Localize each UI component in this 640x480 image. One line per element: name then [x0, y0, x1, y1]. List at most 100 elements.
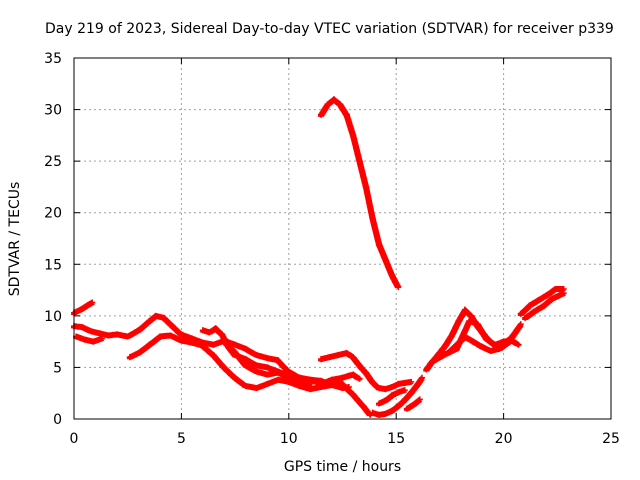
data-point [221, 338, 228, 345]
series-track-p [522, 290, 567, 321]
data-point [318, 356, 325, 363]
series-track-k [403, 396, 423, 412]
data-point [363, 369, 370, 376]
y-tick-label: 20 [44, 206, 62, 222]
x-tick-label: 10 [280, 431, 298, 447]
data-point [449, 331, 456, 338]
data-point [275, 369, 282, 376]
data-point [470, 338, 477, 345]
data-point [401, 387, 408, 394]
y-tick-label: 5 [53, 360, 62, 376]
data-point [522, 314, 529, 321]
data-point [556, 292, 563, 299]
data-point [221, 364, 228, 371]
data-point [356, 158, 363, 165]
data-point [161, 314, 168, 321]
data-point [466, 318, 473, 325]
data-point [492, 341, 499, 348]
series-track-h [318, 349, 415, 393]
x-tick-label: 25 [602, 431, 620, 447]
data-point [242, 362, 249, 369]
data-point [264, 364, 271, 371]
data-point [350, 132, 357, 139]
grid-lines [74, 58, 611, 419]
data-point [515, 341, 522, 348]
data-point [253, 352, 260, 359]
data-point [382, 410, 389, 417]
data-point [453, 345, 460, 352]
data-point [77, 306, 84, 313]
data-point [376, 385, 383, 392]
data-points [71, 96, 567, 418]
data-point [455, 318, 462, 325]
x-tick-label: 0 [70, 431, 79, 447]
y-tick-label: 0 [53, 412, 62, 428]
data-point [96, 330, 103, 337]
data-point [79, 324, 86, 331]
data-point [468, 312, 475, 319]
data-point [285, 374, 292, 381]
series-track [517, 286, 566, 317]
data-point [169, 323, 176, 330]
x-tick-label: 20 [495, 431, 513, 447]
data-point [189, 339, 196, 346]
series-track-j [376, 387, 408, 407]
data-point [552, 286, 559, 293]
data-point [253, 362, 260, 369]
chart-title: Day 219 of 2023, Sidereal Day-to-day VTE… [45, 21, 614, 37]
data-point [210, 352, 217, 359]
data-point [343, 349, 350, 356]
data-point [410, 401, 417, 408]
data-point [330, 96, 337, 103]
data-point [369, 214, 376, 221]
data-point [275, 357, 282, 364]
y-axis-label: SDTVAR / TECUs [7, 182, 23, 297]
y-tick-label: 10 [44, 309, 62, 325]
data-point [253, 385, 260, 392]
data-point [423, 366, 430, 373]
data-point [376, 400, 383, 407]
data-point [526, 302, 533, 309]
data-point [199, 342, 206, 349]
data-point [376, 411, 383, 418]
data-point [89, 299, 96, 306]
data-point [363, 183, 370, 190]
data-point [440, 352, 447, 359]
y-tick-label: 35 [44, 51, 62, 67]
data-point [335, 352, 342, 359]
data-point [388, 384, 395, 391]
data-point [483, 335, 490, 342]
data-point [388, 392, 395, 399]
data-point [509, 337, 516, 344]
data-point [98, 335, 105, 342]
data-point [513, 327, 520, 334]
data-point [83, 302, 90, 309]
y-tick-label: 30 [44, 103, 62, 119]
data-point [401, 379, 408, 386]
data-point [560, 290, 567, 297]
data-point [105, 332, 112, 339]
data-point [408, 389, 415, 396]
data-point [232, 341, 239, 348]
data-point [496, 345, 503, 352]
data-point [414, 380, 421, 387]
series-track-f [221, 338, 314, 387]
data-point [534, 297, 541, 304]
data-point [395, 389, 402, 396]
series-track-d [126, 332, 374, 418]
data-point [395, 283, 402, 290]
data-point [356, 362, 363, 369]
data-point [350, 354, 357, 361]
y-tick-label: 15 [44, 257, 62, 273]
data-point [318, 111, 325, 118]
data-point [356, 375, 363, 382]
data-point [242, 382, 249, 389]
data-point [388, 271, 395, 278]
data-point [328, 381, 335, 388]
data-point [500, 338, 507, 345]
data-point [296, 378, 303, 385]
data-point [395, 380, 402, 387]
data-point [264, 371, 271, 378]
data-point [135, 327, 142, 334]
